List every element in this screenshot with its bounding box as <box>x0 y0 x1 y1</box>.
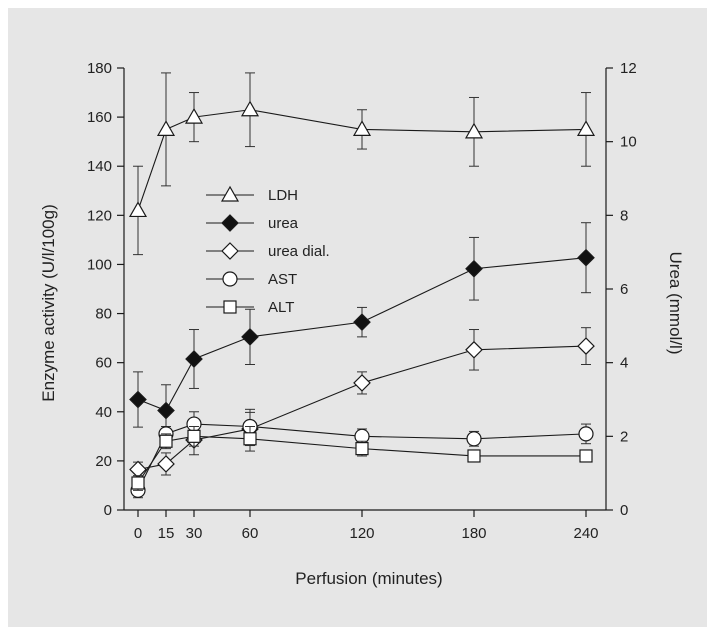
data-point <box>355 442 369 456</box>
data-point <box>241 328 259 346</box>
data-point <box>577 248 595 267</box>
data-point <box>353 374 371 392</box>
data-point <box>464 122 484 139</box>
data-point <box>467 449 481 463</box>
data-point <box>157 455 175 473</box>
series-layer <box>128 72 596 499</box>
data-point <box>352 120 372 136</box>
data-point <box>578 426 594 442</box>
data-point <box>465 340 483 359</box>
x-tick-label: 0 <box>134 525 142 542</box>
data-point <box>156 120 176 136</box>
y-tick-label-left: 160 <box>87 109 112 126</box>
data-point <box>157 401 175 420</box>
y-tick-label-left: 0 <box>104 502 112 519</box>
x-tick-label: 180 <box>461 525 486 542</box>
data-point <box>240 100 260 117</box>
y-tick-label-left: 60 <box>95 355 112 372</box>
y-tick-label-left: 20 <box>95 453 112 470</box>
legend-label: LDH <box>268 187 298 204</box>
legend-item: AST <box>206 271 297 288</box>
y-axis-label-left: Enzyme activity (U/l/100g) <box>39 204 58 401</box>
x-tick-label: 120 <box>349 525 374 542</box>
data-point <box>576 120 596 136</box>
legend: LDH urea urea dial. AST ALT <box>206 185 330 316</box>
data-point <box>353 313 371 331</box>
legend-marker <box>221 214 239 232</box>
data-point <box>465 259 483 278</box>
data-point <box>131 476 145 490</box>
legend-item: ALT <box>206 299 294 316</box>
y-tick-label-left: 140 <box>87 158 112 175</box>
y-tick-label-right: 10 <box>620 134 637 151</box>
data-point <box>128 201 148 218</box>
legend-label: urea dial. <box>268 243 330 260</box>
figure-frame: 0 20 40 60 80 100 120 140 160 180 0 2 4 6 8 10 12 0 15 30 60… <box>8 8 707 627</box>
series-ldh <box>128 72 596 256</box>
legend-marker <box>221 242 239 260</box>
legend-item: urea <box>206 214 299 232</box>
data-point <box>243 432 257 446</box>
data-point <box>466 431 482 447</box>
y-tick-label-right: 8 <box>620 207 628 224</box>
legend-label: ALT <box>268 299 294 316</box>
y-tick-label-right: 4 <box>620 355 628 372</box>
x-tick-label: 60 <box>242 525 259 542</box>
y-tick-label-left: 40 <box>95 404 112 421</box>
y-tick-label-right: 12 <box>620 60 637 77</box>
x-tick-label: 240 <box>573 525 598 542</box>
x-tick-label: 15 <box>158 525 175 542</box>
y-tick-label-left: 100 <box>87 256 112 273</box>
y-tick-label-left: 120 <box>87 207 112 224</box>
legend-item: urea dial. <box>206 242 330 260</box>
data-point <box>159 434 173 448</box>
legend-marker <box>222 271 238 287</box>
data-point <box>185 350 203 368</box>
y-tick-label-left: 180 <box>87 60 112 77</box>
y-axis-label-right: Urea (mmol/l) <box>666 252 685 355</box>
data-point <box>187 429 201 443</box>
data-point <box>579 449 593 463</box>
x-axis-label: Perfusion (minutes) <box>295 569 442 588</box>
series-urea <box>129 222 595 437</box>
legend-marker <box>223 300 237 314</box>
legend-item: LDH <box>206 185 298 204</box>
data-point <box>184 107 204 124</box>
y-tick-label-right: 6 <box>620 281 628 298</box>
y-tick-label-right: 2 <box>620 428 628 445</box>
y-tick-label-left: 80 <box>95 306 112 323</box>
series-alt <box>131 426 593 491</box>
data-point <box>577 337 595 355</box>
y-tick-label-right: 0 <box>620 502 628 519</box>
data-point <box>129 390 147 409</box>
x-tick-label: 30 <box>186 525 203 542</box>
legend-marker <box>220 185 240 202</box>
legend-label: urea <box>268 215 299 232</box>
legend-label: AST <box>268 271 297 288</box>
